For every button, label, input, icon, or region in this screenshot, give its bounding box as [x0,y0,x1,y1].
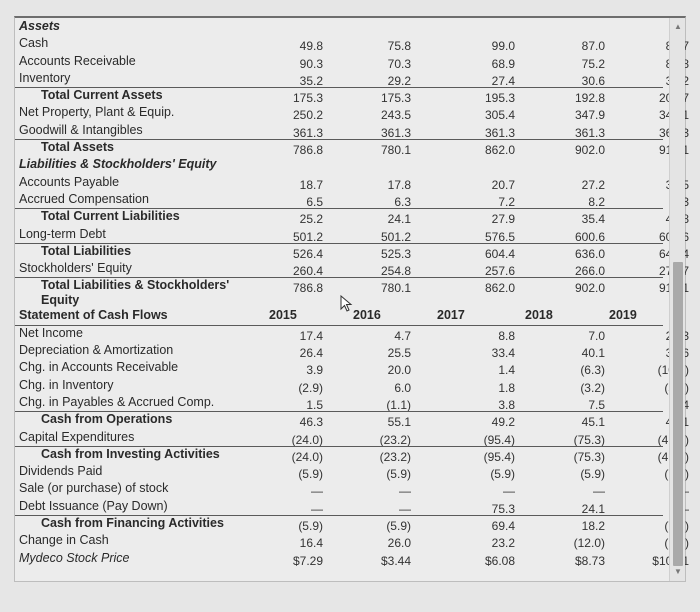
liabilities-heading-row: Liabilities & Stockholders' Equity [15,156,671,173]
table-row: Capital Expenditures (24.0) (23.2) (95.4… [19,429,689,447]
table-row-total: Total Current Assets 175.3 175.3 195.3 1… [15,87,689,105]
table-row: Depreciation & Amortization 26.4 25.5 33… [19,343,689,361]
table-row: Net Property, Plant & Equip. 250.2 243.5… [19,105,689,123]
assets-heading-row: Assets [15,18,671,35]
table-row-total: Cash from Investing Activities (24.0) (2… [15,445,689,464]
table-row-total: Cash from Operations 46.3 55.1 49.2 45.1… [15,411,689,429]
table-row-total: Cash from Financing Activities (5.9) (5.… [15,515,689,533]
year-header: 2017 [437,308,465,323]
table-row: Change in Cash 16.4 26.0 23.2 (12.0) (1.… [19,533,689,551]
year-header: 2016 [353,308,381,323]
table-row-total: Total Current Liabilities 25.2 24.1 27.9… [15,208,689,226]
vertical-scrollbar[interactable]: ▲ ▼ [669,18,685,581]
table-row: Chg. in Payables & Accrued Comp. 1.5 (1.… [19,394,689,412]
mouse-cursor-icon [340,295,353,312]
cash-flow-heading-row: Statement of Cash Flows 2015 2016 2017 2… [15,307,671,324]
scroll-down-arrow-icon[interactable]: ▼ [674,567,682,576]
table-row: Stockholders' Equity 260.4 254.8 257.6 2… [19,261,689,279]
scroll-thumb[interactable] [673,262,683,566]
table-row: Chg. in Inventory (2.9) 6.0 1.8 (3.2) (5… [19,377,689,395]
year-header: 2019 [609,308,637,323]
year-header: 2015 [269,308,297,323]
table-row: Accrued Compensation 6.5 6.3 7.2 8.2 9.3 [19,191,689,209]
assets-heading: Assets [19,19,60,33]
scroll-up-arrow-icon[interactable]: ▲ [674,22,682,31]
table-row: Long-term Debt 501.2 501.2 576.5 600.6 6… [19,226,689,244]
cash-flow-heading: Statement of Cash Flows [19,308,168,323]
year-header: 2018 [525,308,553,323]
liabilities-heading: Liabilities & Stockholders' Equity [19,157,217,172]
table-row: Debt Issuance (Pay Down) — — 75.3 24.1 — [19,498,689,516]
table-row: Cash 49.8 75.8 99.0 87.0 85.7 [19,36,689,54]
table-row: Inventory 35.2 29.2 27.4 30.6 36.2 [19,70,689,88]
table-row-total: Total Liabilities & Stockholders' Equity… [15,277,689,307]
spreadsheet: Assets Cash 49.8 75.8 99.0 87.0 85.7 Acc… [15,18,689,568]
table-row: Net Income 17.4 4.7 8.8 7.0 20.3 [15,324,689,343]
table-row-total: Total Assets 786.8 780.1 862.0 902.0 913… [15,139,689,157]
financial-statements-panel: Assets Cash 49.8 75.8 99.0 87.0 85.7 Acc… [14,16,689,582]
table-row-total: Total Liabilities 526.4 525.3 604.4 636.… [15,242,689,261]
table-row: Goodwill & Intangibles 361.3 361.3 361.3… [19,122,689,140]
table-row: Sale (or purchase) of stock — — — — — [19,481,689,499]
table-row: Accounts Receivable 90.3 70.3 68.9 75.2 … [19,53,689,71]
table-row: Chg. in Accounts Receivable 3.9 20.0 1.4… [19,360,689,378]
table-row: Accounts Payable 18.7 17.8 20.7 27.2 31.… [19,174,689,192]
table-row: Mydeco Stock Price $7.29 $3.44 $6.08 $8.… [19,550,689,568]
table-row: Dividends Paid (5.9) (5.9) (5.9) (5.9) (… [19,464,689,482]
